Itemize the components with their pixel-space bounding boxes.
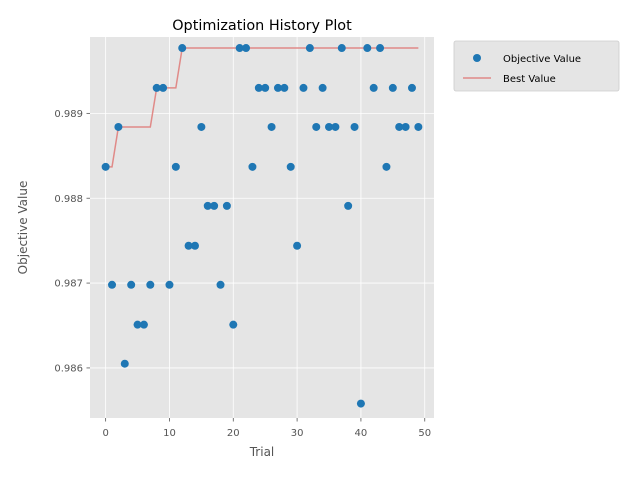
x-tick-label: 20 [227,428,240,439]
objective-value-point [382,162,391,171]
objective-value-point [248,162,257,171]
objective-value-point [254,83,263,92]
objective-value-point [139,320,148,329]
objective-value-point [293,241,302,250]
objective-value-point [312,122,321,131]
objective-value-point [171,162,180,171]
objective-value-point [190,241,199,250]
objective-value-point [216,280,225,289]
objective-value-point [178,44,187,53]
x-tick-label: 0 [102,428,108,439]
x-axis-label: Trial [249,445,275,459]
x-tick-label: 40 [355,428,368,439]
objective-value-point [235,44,244,53]
objective-value-point [376,44,385,53]
legend-box [453,40,620,92]
legend-marker-objective-value [473,54,481,62]
objective-value-point [127,280,136,289]
plot-area [90,37,434,418]
objective-value-point [184,241,193,250]
objective-value-point [318,83,327,92]
objective-value-point [242,44,251,53]
y-tick-label: 0.989 [54,109,83,120]
objective-value-point [267,122,276,131]
objective-value-point [280,83,289,92]
objective-value-point [350,122,359,131]
objective-value-point [197,122,206,131]
objective-value-point [261,83,270,92]
objective-value-point [388,83,397,92]
x-tick-label: 50 [418,428,431,439]
y-tick-label: 0.987 [54,279,83,290]
objective-value-point [414,122,423,131]
objective-value-point [395,122,404,131]
x-tick-label: 10 [163,428,176,439]
axis-ticks: 0 10 20 30 40 50 0.986 0.987 0.988 0.989 [54,109,431,439]
objective-value-point [401,122,410,131]
objective-value-point [203,201,212,210]
legend: Objective Value Best Value [453,40,620,92]
x-tick-label: 30 [291,428,304,439]
chart-title: Optimization History Plot [172,18,352,34]
objective-value-point [363,44,372,53]
objective-value-point [146,280,155,289]
objective-value-point [120,359,129,368]
objective-value-point [407,83,416,92]
objective-value-point [108,280,117,289]
objective-value-points [101,44,423,408]
objective-value-point [159,83,168,92]
objective-value-point [337,44,346,53]
objective-value-point [286,162,295,171]
objective-value-point [305,44,314,53]
legend-label-best-value: Best Value [503,74,556,85]
y-axis-label: Objective Value [16,181,30,275]
objective-value-point [222,201,231,210]
objective-value-point [369,83,378,92]
objective-value-point [325,122,334,131]
objective-value-point [299,83,308,92]
objective-value-point [133,320,142,329]
legend-label-objective-value: Objective Value [503,54,581,65]
objective-value-point [356,399,365,408]
y-tick-label: 0.988 [54,194,83,205]
objective-value-point [273,83,282,92]
objective-value-point [331,122,340,131]
objective-value-point [101,162,110,171]
objective-value-point [344,201,353,210]
objective-value-point [229,320,238,329]
y-tick-label: 0.986 [54,364,83,375]
objective-value-point [152,83,161,92]
objective-value-point [114,122,123,131]
objective-value-point [210,201,219,210]
objective-value-point [165,280,174,289]
